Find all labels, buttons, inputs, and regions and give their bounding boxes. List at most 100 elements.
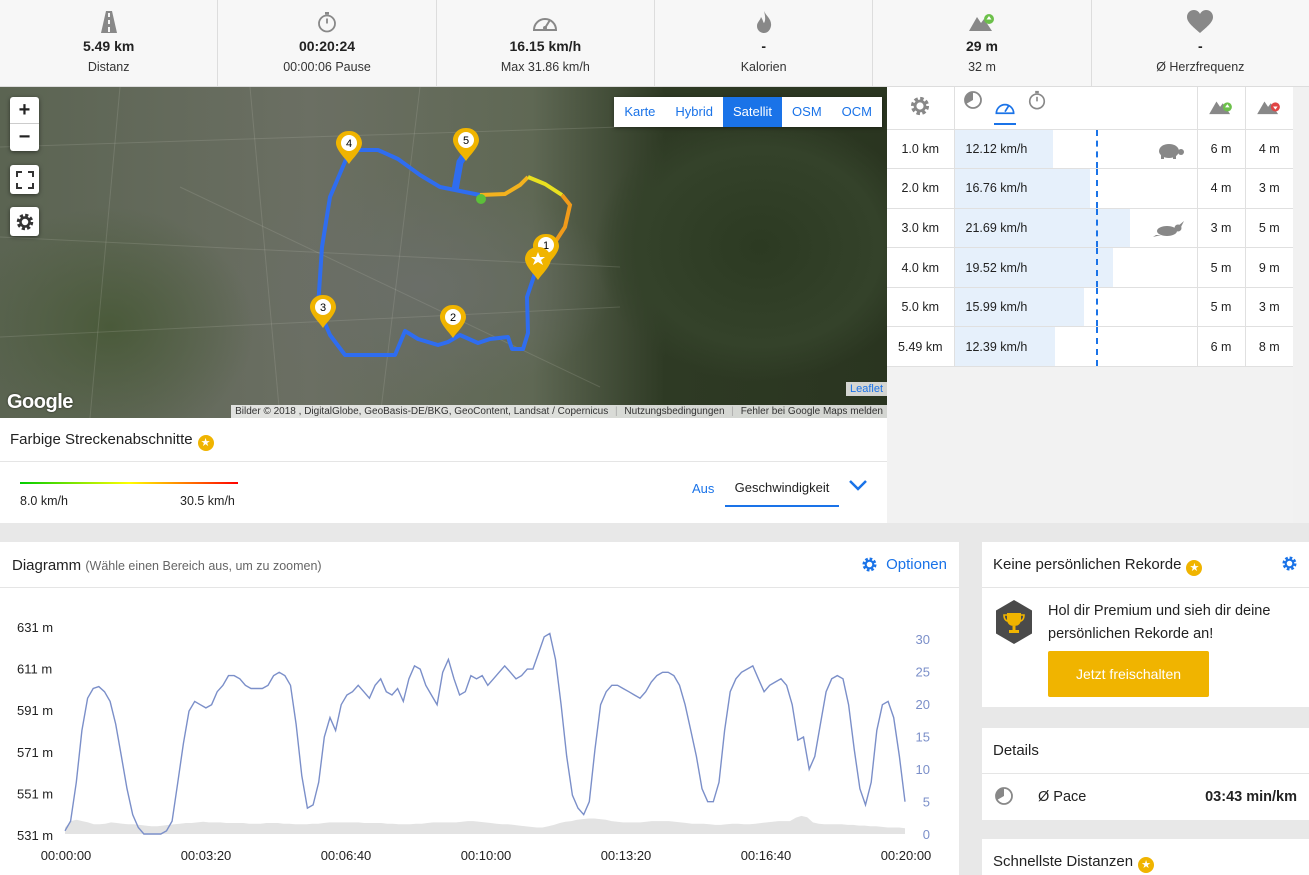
map-type-switcher: Karte Hybrid Satellit OSM OCM: [614, 97, 882, 127]
stat-label: 32 m: [968, 60, 996, 74]
stat-calories: - Kalorien: [655, 0, 874, 86]
zoom-in-button[interactable]: +: [10, 97, 39, 124]
average-marker: [1095, 287, 1098, 327]
start-marker[interactable]: [525, 247, 551, 280]
split-ascent: 6 m: [1196, 326, 1245, 368]
elevation-speed-chart[interactable]: 631 m 611 m 591 m 571 m 551 m 531 m 30 25 20 15 10…: [0, 588, 959, 875]
stat-elevation: 29 m 32 m: [873, 0, 1092, 86]
map-type-hybrid[interactable]: Hybrid: [675, 104, 713, 119]
chevron-down-icon[interactable]: [848, 478, 868, 497]
map-marker-2[interactable]: 2: [440, 305, 466, 338]
stat-speed: 16.15 km/h Max 31.86 km/h: [437, 0, 655, 86]
zoom-out-button[interactable]: −: [18, 126, 31, 148]
y-right-tick: 10: [916, 762, 930, 777]
split-speed-cell: 12.12 km/h: [954, 129, 1197, 170]
split-speed-cell: 16.76 km/h: [954, 168, 1197, 209]
color-option-off[interactable]: Aus: [692, 481, 715, 496]
color-option-speed[interactable]: Geschwindigkeit: [725, 473, 839, 507]
fastest-header: Schnellste Distanzen ★: [982, 839, 1309, 875]
split-distance: 2.0 km: [887, 168, 955, 209]
map-type-ocm[interactable]: OCM: [841, 104, 872, 119]
average-marker: [1095, 248, 1098, 287]
split-speed: 16.76 km/h: [965, 181, 1028, 196]
average-marker: [1095, 129, 1098, 169]
speed-bar: [954, 208, 1131, 248]
split-speed-cell: 19.52 km/h: [954, 247, 1197, 288]
terms-link[interactable]: Nutzungsbedingungen: [624, 406, 725, 417]
mountain-up-icon: [873, 10, 1090, 34]
y-right-tick: 25: [916, 665, 930, 680]
pace-label: Ø Pace: [1038, 789, 1087, 805]
average-marker: [1095, 169, 1098, 208]
svg-text:5: 5: [463, 135, 469, 147]
speed-bar: [954, 248, 1113, 287]
diagram-title: Diagramm: [12, 557, 82, 574]
pace-icon: [994, 786, 1014, 811]
y-right-tick: 5: [923, 795, 930, 810]
diagram-header: Diagramm (Wähle einen Bereich aus, um zu…: [0, 542, 959, 588]
map-marker-4[interactable]: 4: [336, 131, 362, 164]
stat-label: Max 31.86 km/h: [500, 60, 590, 74]
zoom-control: + −: [10, 97, 39, 151]
split-speed-cell: 15.99 km/h: [954, 287, 1197, 328]
ascent-column-icon: [1196, 87, 1245, 130]
route-map[interactable]: 1 2 3 4 5 + −: [0, 87, 887, 418]
speed-bar: [954, 287, 1085, 327]
map-type-osm[interactable]: OSM: [792, 104, 822, 119]
time-tab-icon[interactable]: [1027, 90, 1047, 113]
speed-bar: [954, 327, 1055, 367]
splits-metric-tabs: [954, 87, 1197, 130]
split-distance: 5.0 km: [887, 287, 955, 328]
split-speed-cell: 12.39 km/h: [954, 326, 1197, 368]
options-label: Optionen: [886, 556, 947, 573]
road-icon: [0, 10, 217, 34]
speed-tab-icon[interactable]: [993, 98, 1016, 126]
x-tick: 00:13:20: [601, 848, 652, 863]
map-type-satellit[interactable]: Satellit: [723, 97, 783, 127]
gear-icon: [862, 557, 877, 572]
split-speed: 15.99 km/h: [965, 300, 1028, 315]
stat-duration: 00:20:24 00:00:06 Pause: [218, 0, 437, 86]
map-type-karte[interactable]: Karte: [624, 104, 656, 119]
unlock-button[interactable]: Jetzt freischalten: [1048, 651, 1209, 697]
report-link[interactable]: Fehler bei Google Maps melden: [740, 406, 883, 417]
map-settings-button[interactable]: [10, 207, 39, 236]
split-distance: 1.0 km: [887, 129, 955, 170]
svg-text:3: 3: [320, 302, 326, 314]
split-distance: 5.49 km: [887, 326, 955, 368]
split-ascent: 5 m: [1196, 247, 1245, 288]
pace-tab-icon[interactable]: [963, 90, 983, 113]
splits-settings-button[interactable]: [887, 87, 955, 130]
star-icon: ★: [197, 435, 214, 451]
map-attribution: Bilder © 2018 , DigitalGlobe, GeoBasis-D…: [231, 405, 887, 418]
stat-value: 5.49 km: [82, 38, 135, 54]
diagram-options-button[interactable]: Optionen: [861, 556, 947, 573]
trophy-icon: [994, 599, 1034, 650]
gear-icon: [16, 213, 33, 230]
leaflet-link[interactable]: Leaflet: [845, 382, 887, 396]
splits-scrollbar[interactable]: [1293, 87, 1309, 523]
speed-bar: [954, 129, 1053, 169]
average-marker: [1095, 208, 1098, 248]
fullscreen-button[interactable]: [10, 165, 39, 194]
split-ascent: 4 m: [1196, 168, 1245, 209]
attribution-text: Bilder © 2018 , DigitalGlobe, GeoBasis-D…: [235, 406, 609, 417]
records-header: Keine persönlichen Rekorde ★: [982, 542, 1309, 588]
color-segments-title: Farbige Streckenabschnitte: [10, 431, 193, 448]
records-settings-icon[interactable]: [1281, 555, 1298, 576]
diagram-panel: Diagramm (Wähle einen Bereich aus, um zu…: [0, 542, 959, 875]
map-marker-3[interactable]: 3: [310, 295, 336, 328]
split-speed: 21.69 km/h: [965, 220, 1028, 235]
stat-label: Ø Herzfrequenz: [1156, 60, 1245, 74]
stat-distance: 5.49 km Distanz: [0, 0, 219, 86]
split-distance: 4.0 km: [887, 247, 955, 288]
records-card: Keine persönlichen Rekorde ★ Hol dir Prem…: [982, 542, 1309, 707]
split-descent: 8 m: [1244, 326, 1293, 368]
speed-bar: [954, 169, 1091, 208]
x-tick: 00:10:00: [461, 848, 512, 863]
split-ascent: 6 m: [1196, 129, 1245, 170]
map-marker-5[interactable]: 5: [453, 128, 479, 161]
fastest-card: Schnellste Distanzen ★: [982, 839, 1309, 875]
